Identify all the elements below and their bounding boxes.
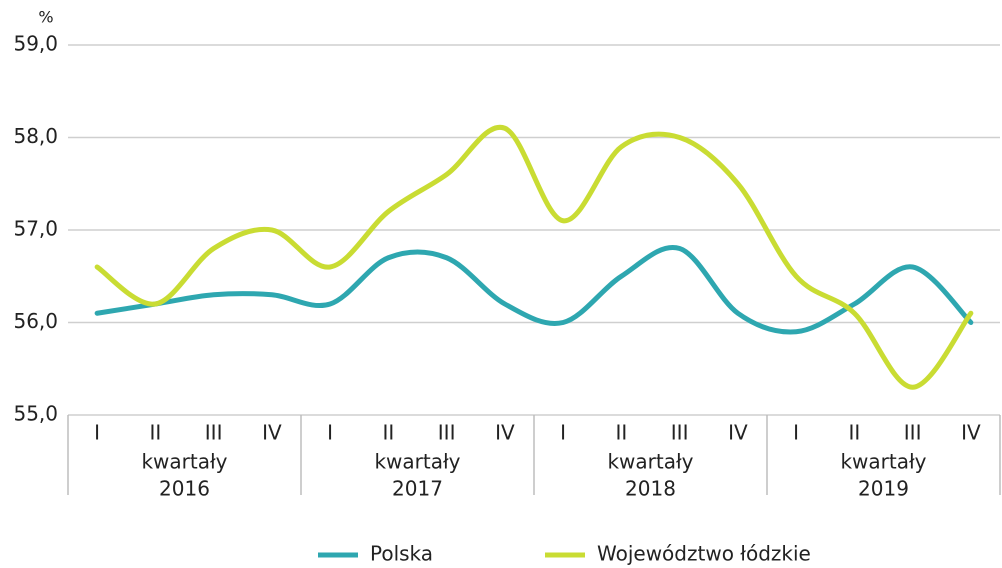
group-label: kwartały (607, 450, 693, 474)
legend-label: Województwo łódzkie (597, 542, 811, 566)
x-tick-label: III (671, 421, 689, 445)
group-year: 2018 (625, 477, 676, 501)
x-tick-label: III (438, 421, 456, 445)
x-tick-label: II (615, 421, 627, 445)
x-tick-label: IV (961, 421, 981, 445)
group-year: 2016 (159, 477, 210, 501)
x-tick-label: III (904, 421, 922, 445)
x-tick-label: II (382, 421, 394, 445)
y-tick-label: 56,0 (13, 309, 58, 333)
x-tick-label: II (149, 421, 161, 445)
y-tick-label: 58,0 (13, 124, 58, 148)
group-label: kwartały (374, 450, 460, 474)
series-line (94, 244, 974, 335)
y-unit: % (38, 8, 53, 27)
group-label: kwartały (840, 450, 926, 474)
group-year: 2019 (858, 477, 909, 501)
x-tick-label: IV (495, 421, 515, 445)
x-tick-label: III (205, 421, 223, 445)
y-tick-label: 57,0 (13, 217, 58, 241)
x-tick-label: I (793, 421, 799, 445)
series-line (94, 124, 974, 390)
legend-label: Polska (370, 542, 433, 566)
x-tick-label: IV (728, 421, 748, 445)
y-tick-label: 55,0 (13, 402, 58, 426)
group-label: kwartały (141, 450, 227, 474)
group-year: 2017 (392, 477, 443, 501)
x-tick-label: I (94, 421, 100, 445)
x-tick-label: I (560, 421, 566, 445)
x-tick-label: IV (262, 421, 282, 445)
y-tick-label: 59,0 (13, 32, 58, 56)
x-tick-label: I (327, 421, 333, 445)
x-tick-label: II (848, 421, 860, 445)
